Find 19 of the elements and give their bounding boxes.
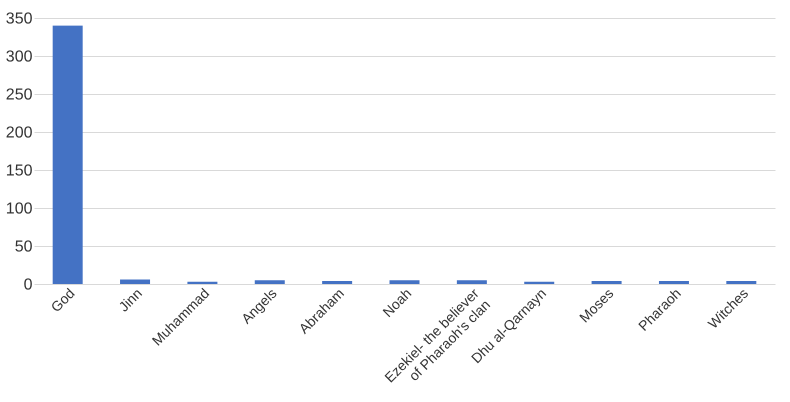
bar xyxy=(120,279,150,284)
bar xyxy=(322,280,352,284)
bar xyxy=(726,280,756,284)
y-tick-label: 250 xyxy=(6,86,33,104)
y-tick-label: 100 xyxy=(6,200,33,218)
bar xyxy=(254,280,285,284)
x-tick-label: Jinn xyxy=(115,285,145,315)
y-tick-label: 300 xyxy=(6,48,33,66)
bar xyxy=(52,26,83,284)
bar xyxy=(592,280,622,284)
y-tick-label: 50 xyxy=(14,238,33,256)
y-tick-label: 200 xyxy=(6,124,33,142)
bar xyxy=(456,280,487,284)
x-tick-label: God xyxy=(48,285,78,316)
y-tick-label: 150 xyxy=(6,162,33,180)
bar xyxy=(390,280,420,284)
y-tick-label: 0 xyxy=(24,276,33,294)
bar xyxy=(658,280,689,284)
y-tick-label: 350 xyxy=(6,10,33,28)
